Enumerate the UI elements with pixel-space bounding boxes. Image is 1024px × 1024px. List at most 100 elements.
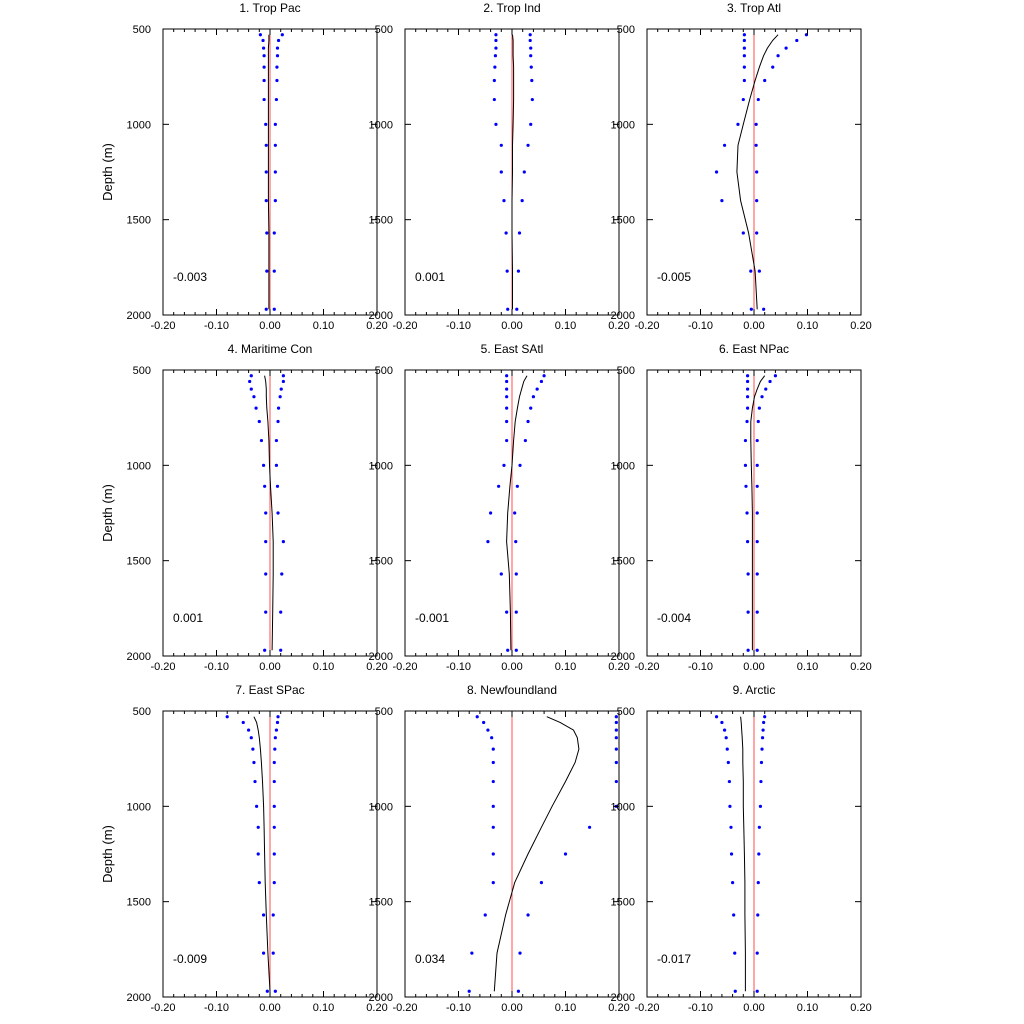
spread-dot-lower: [505, 406, 509, 410]
spread-dot-upper: [273, 747, 277, 751]
spread-dot-lower: [494, 38, 498, 43]
spread-dot-upper: [761, 728, 765, 732]
panel-annotation: -0.005: [657, 270, 691, 284]
spread-dot-lower: [499, 143, 503, 147]
x-tick-label: 0.20: [608, 320, 629, 332]
panel-6: 6. East NPac -0.20 -0.10 0.00 0.10 0.20 500 100…: [611, 342, 872, 673]
spread-dot-lower: [262, 54, 266, 58]
y-tick-label: 1000: [611, 119, 635, 131]
spread-dot-upper: [755, 648, 759, 652]
spread-dot-lower: [491, 779, 495, 784]
spread-dot-lower: [252, 395, 256, 399]
y-tick-label: 2000: [369, 992, 393, 1004]
spread-dot-lower: [249, 736, 253, 740]
spread-dot-upper: [517, 231, 522, 235]
spread-dot-lower: [494, 122, 498, 126]
spread-dot-upper: [755, 572, 759, 576]
spread-dot-upper: [523, 438, 527, 443]
panel-title: 6. East NPac: [719, 342, 789, 356]
spread-dot-lower: [264, 122, 268, 126]
spread-dot-upper: [776, 54, 780, 58]
x-tick-label: -0.10: [204, 1002, 229, 1014]
y-tick-label: 500: [133, 24, 151, 36]
panel-4: 4. Maritime Con -0.20 -0.10 0.00 0.10 0.20 500…: [100, 342, 388, 673]
panel-2: 2. Trop Ind -0.20 -0.10 0.00 0.10 0.20 500 1000…: [369, 1, 630, 332]
y-tick-label: 500: [617, 365, 635, 377]
x-tick-label: 0.20: [850, 661, 871, 673]
spread-dot-upper: [272, 269, 276, 273]
spread-dot-upper: [530, 97, 534, 102]
x-tick-label: 0.00: [501, 1002, 522, 1014]
spread-dot-lower: [263, 648, 267, 652]
spread-dot-lower: [261, 38, 265, 43]
spread-dot-lower: [486, 728, 490, 732]
spread-dot-lower: [729, 852, 734, 856]
spread-dot-upper: [759, 760, 764, 765]
spread-dot-lower: [256, 852, 260, 856]
spread-dot-lower: [732, 913, 736, 917]
spread-dot-upper: [273, 143, 277, 147]
spread-dot-lower: [486, 540, 490, 544]
y-tick-label: 500: [375, 706, 393, 718]
spread-dot-upper: [272, 307, 276, 311]
spread-dot-upper: [520, 199, 524, 203]
spread-dot-lower: [494, 33, 498, 37]
spread-dot-upper: [275, 720, 280, 725]
spread-dot-lower: [264, 170, 268, 174]
spread-dot-lower: [492, 97, 496, 102]
spread-dot-lower: [262, 65, 266, 69]
spread-dot-lower: [491, 825, 495, 829]
y-tick-label: 1500: [611, 556, 635, 568]
spread-dot-lower: [745, 419, 749, 424]
spread-dot-upper: [756, 97, 760, 102]
panel-title: 1. Trop Pac: [239, 1, 300, 15]
spread-dot-lower: [724, 736, 728, 740]
panel-title: 2. Trop Ind: [483, 1, 540, 15]
spread-dot-lower: [506, 307, 510, 311]
profile-line: [750, 375, 766, 651]
y-tick-label: 500: [617, 706, 635, 718]
spread-dot-lower: [251, 747, 255, 751]
y-tick-label: 2000: [127, 310, 151, 322]
y-axis-title: Depth (m): [100, 484, 115, 542]
spread-dot-upper: [771, 65, 775, 69]
x-tick-label: -0.10: [446, 661, 471, 673]
spread-dot-lower: [749, 307, 753, 311]
x-tick-label: 0.00: [743, 661, 764, 673]
spread-dot-lower: [491, 760, 495, 765]
spread-dot-lower: [733, 989, 737, 993]
spread-dot-lower: [261, 463, 266, 467]
profile-line: [511, 34, 515, 310]
spread-dot-lower: [736, 122, 740, 126]
spread-dot-lower: [505, 610, 509, 614]
panel-7: 7. East SPac -0.20 -0.10 0.00 0.10 0.20 500 100…: [100, 683, 388, 1014]
spread-dot-upper: [515, 484, 519, 488]
spread-dot-upper: [755, 199, 759, 203]
spread-dot-lower: [483, 913, 487, 917]
spread-dot-upper: [755, 610, 759, 614]
x-tick-label: 0.00: [743, 320, 764, 332]
panel-annotation: 0.001: [173, 611, 203, 625]
spread-dot-lower: [261, 951, 266, 955]
spread-dot-lower: [714, 170, 719, 174]
x-tick-label: 0.10: [797, 320, 818, 332]
y-axis-title: Depth (m): [100, 825, 115, 883]
x-tick-label: 0.20: [366, 320, 387, 332]
x-tick-label: -0.10: [204, 320, 229, 332]
y-tick-label: 1500: [611, 215, 635, 227]
spread-dot-lower: [505, 419, 509, 424]
spread-dot-lower: [745, 374, 750, 378]
spread-dot-lower: [264, 511, 268, 515]
spread-dot-lower: [262, 78, 266, 83]
panel-1: 1. Trop Pac -0.20 -0.10 0.00 0.10 0.20 500 1000…: [100, 1, 388, 332]
y-tick-label: 2000: [611, 651, 635, 663]
spread-dot-upper: [518, 951, 522, 955]
x-tick-label: -0.10: [446, 1002, 471, 1014]
spread-dot-upper: [762, 307, 766, 311]
spread-dot-upper: [529, 65, 533, 69]
y-tick-label: 1000: [369, 119, 393, 131]
spread-dot-upper: [276, 406, 281, 410]
spread-dot-lower: [493, 65, 497, 69]
spread-dot-lower: [505, 387, 509, 391]
spread-dot-upper: [587, 825, 592, 829]
